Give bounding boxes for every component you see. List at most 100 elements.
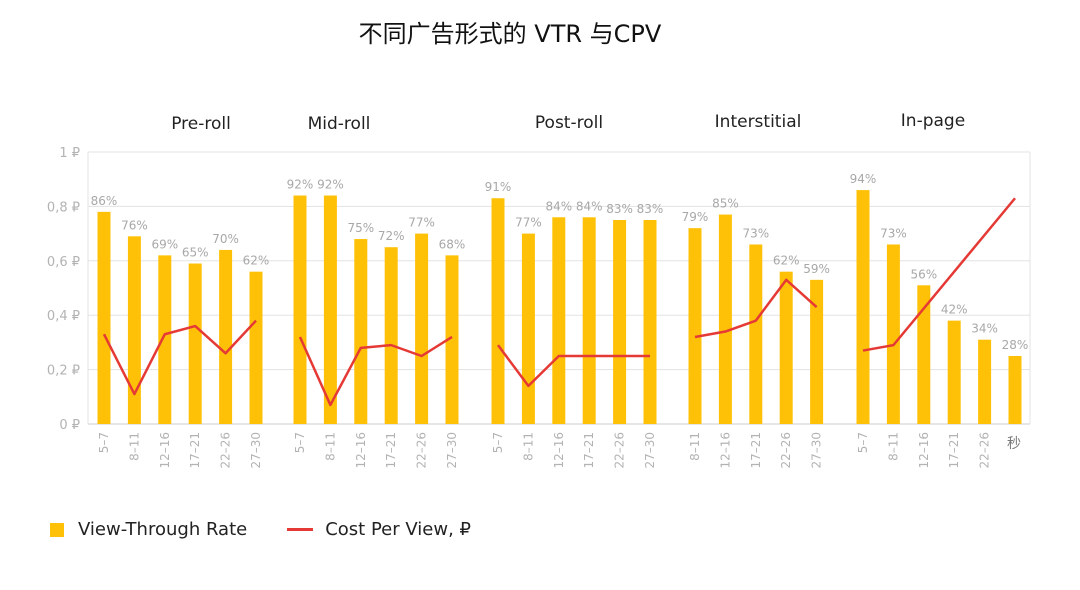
bar-vtr [219, 249, 233, 424]
group-label-pre-roll: Pre-roll [171, 114, 231, 134]
value-label-vtr: 76% [121, 218, 148, 232]
legend-label-vtr: View-Through Rate [78, 519, 248, 540]
value-label-vtr: 28% [1002, 338, 1029, 352]
category-label: 22–26 [415, 432, 429, 469]
legend-swatch-cpv [287, 528, 314, 531]
category-label: 8–11 [127, 432, 141, 461]
value-labels: 86%76%69%65%70%62%92% 92%75%72%77%68%91%7… [91, 172, 1029, 352]
value-label-vtr: 84% [576, 199, 603, 213]
cpv-lines [102, 197, 1016, 407]
y-tick-label: 0 ₽ [59, 418, 80, 433]
category-label: 12–16 [917, 432, 931, 469]
bar-vtr [384, 247, 398, 424]
bars [97, 190, 1022, 424]
value-label-vtr: 68% [439, 237, 466, 251]
value-label-vtr: 34% [971, 322, 998, 336]
category-label: 27–30 [810, 432, 824, 469]
category-label: 22–26 [219, 432, 233, 469]
category-labels: 5–7 8–11 12–16 17–21 22–26 27–30 5–7 8–11 12–16 1… [97, 432, 992, 469]
legend-swatch-vtr [50, 522, 64, 537]
cpv-line-pre-roll [102, 319, 257, 396]
group-label-mid-roll: Mid-roll [308, 114, 371, 134]
category-label: 8–11 [323, 432, 337, 461]
category-label: 27–30 [445, 432, 459, 469]
legend: View-Through Rate Cost Per View, ₽ [50, 519, 511, 540]
y-tick-label: 0,8 ₽ [47, 200, 80, 215]
category-label: 8–11 [521, 432, 535, 461]
bar-vtr [688, 228, 702, 424]
category-label: 12–16 [552, 432, 566, 469]
category-label: 22–26 [613, 432, 627, 469]
value-label-vtr: 77% [408, 216, 435, 230]
cpv-line-interstitial [694, 278, 818, 339]
category-label: 5–7 [491, 432, 505, 453]
bar-vtr [249, 271, 263, 424]
value-label-vtr: 59% [803, 262, 830, 276]
chart-title: 不同广告形式的 VTR 与CPV [359, 20, 662, 48]
y-axis-ticks: 0 ₽ 0,2 ₽ 0,4 ₽ 0,6 ₽ 0,8 ₽ 1 ₽ [47, 146, 80, 433]
vtr-cpv-chart: 不同广告形式的 VTR 与CPV Pre-roll Mid-roll Post-ro… [47, 20, 1031, 469]
category-label: 8–11 [688, 432, 702, 461]
category-label: 17–21 [582, 432, 596, 469]
bar-vtr [856, 190, 870, 424]
value-label-vtr: 69% [151, 237, 178, 251]
bar-vtr [779, 271, 793, 424]
bar-vtr [718, 214, 732, 424]
bar-vtr [445, 255, 459, 424]
bar-vtr [323, 195, 337, 424]
category-label: 17–21 [384, 432, 398, 469]
value-label-vtr: 92% [287, 178, 314, 192]
category-label: 22–26 [779, 432, 793, 469]
category-label: 12–16 [354, 432, 368, 469]
bar-vtr [978, 339, 992, 424]
value-label-vtr: 56% [910, 267, 937, 281]
value-label-vtr: 85% [712, 197, 739, 211]
bar-vtr [521, 233, 535, 424]
bar-vtr [749, 244, 763, 424]
category-label: 5–7 [293, 432, 307, 453]
bar-vtr [188, 263, 202, 424]
category-label: 12–16 [718, 432, 732, 469]
value-label-vtr: 73% [880, 226, 907, 240]
category-label: 17–21 [749, 432, 763, 469]
value-label-vtr: 62% [243, 254, 270, 268]
group-label-in-page: In-page [901, 111, 965, 131]
bar-vtr [158, 255, 172, 424]
value-label-vtr: 70% [212, 232, 239, 246]
value-label-vtr: 86% [91, 194, 118, 208]
y-tick-label: 1 ₽ [59, 146, 80, 161]
value-label-vtr: 42% [941, 303, 968, 317]
y-tick-label: 0,4 ₽ [47, 309, 80, 324]
cpv-line-in-page [862, 197, 1016, 352]
legend-item-vtr: View-Through Rate [50, 519, 247, 540]
category-label: 5–7 [856, 432, 870, 453]
category-label: 5–7 [97, 432, 111, 453]
category-label: 27–30 [249, 432, 263, 469]
category-label: 27–30 [643, 432, 657, 469]
cpv-line-post-roll [496, 344, 650, 388]
bar-vtr [293, 195, 307, 424]
value-label-vtr: 92% [317, 178, 344, 192]
value-label-vtr: 83% [606, 202, 633, 216]
category-label: 17–21 [188, 432, 202, 469]
bar-vtr [552, 217, 566, 424]
value-label-vtr: 73% [742, 226, 769, 240]
y-tick-label: 0,2 ₽ [47, 364, 80, 379]
category-label: 17–21 [947, 432, 961, 469]
value-label-vtr: 91% [485, 180, 512, 194]
value-label-vtr: 72% [378, 229, 405, 243]
x-unit-label: 秒 [1007, 436, 1021, 452]
bar-vtr [886, 244, 900, 424]
bar-vtr [354, 239, 368, 424]
bar-vtr [810, 279, 824, 424]
bar-vtr [97, 211, 111, 424]
y-tick-label: 0,6 ₽ [47, 255, 80, 270]
value-label-vtr: 77% [515, 216, 542, 230]
bar-vtr [917, 285, 931, 424]
legend-label-cpv: Cost Per View, ₽ [325, 519, 471, 540]
legend-item-cpv: Cost Per View, ₽ [287, 519, 471, 540]
value-label-vtr: 83% [637, 202, 664, 216]
bar-vtr [491, 198, 505, 424]
value-label-vtr: 62% [773, 254, 800, 268]
